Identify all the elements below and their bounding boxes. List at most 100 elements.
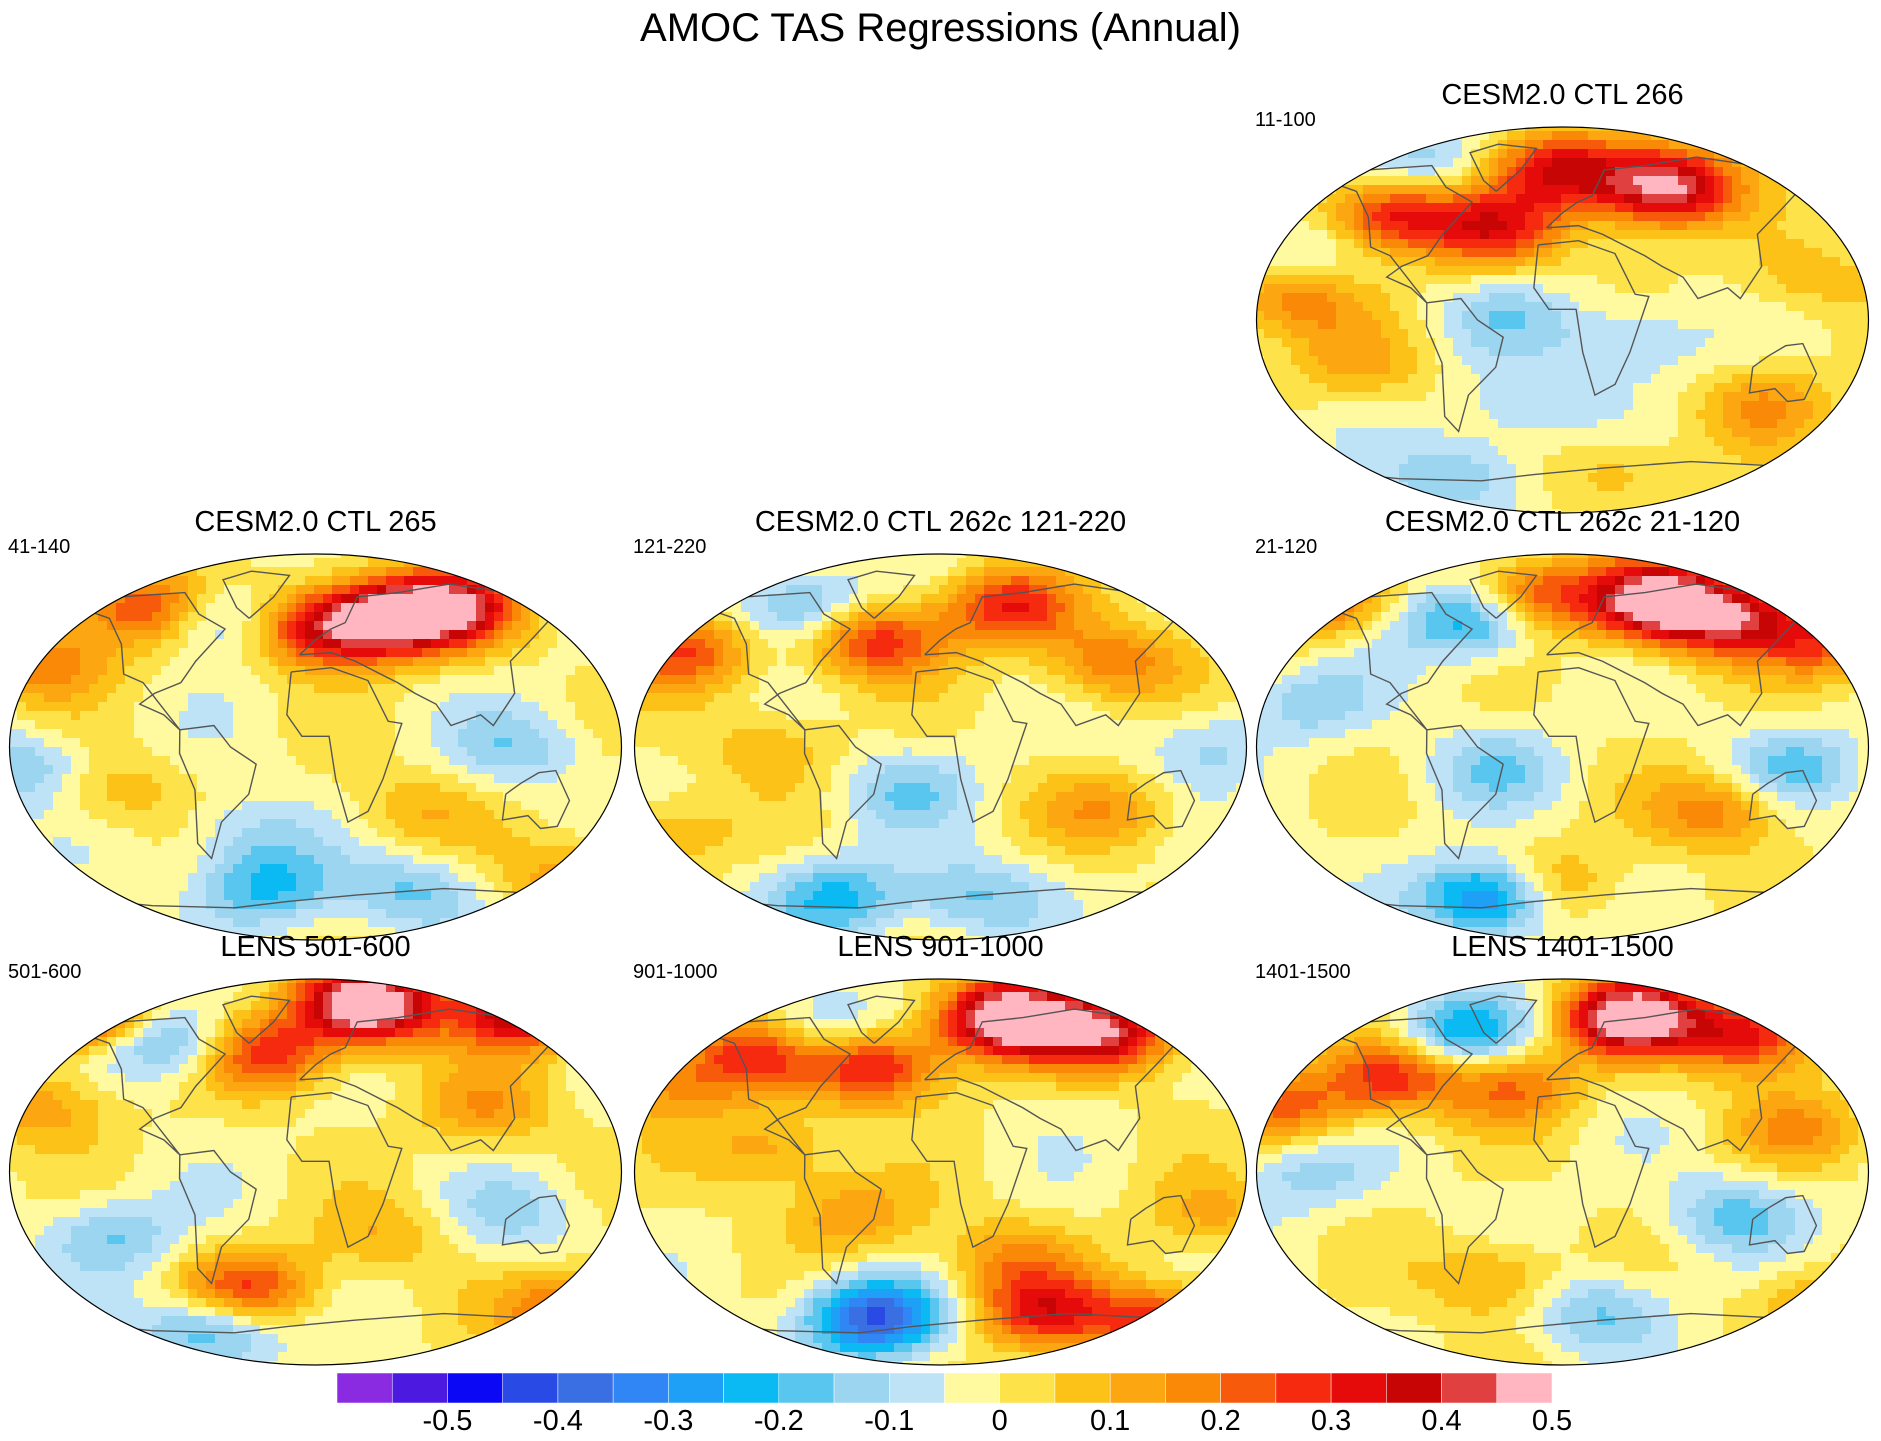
field-cell xyxy=(1750,383,1760,393)
field-cell xyxy=(80,756,90,766)
field-cell xyxy=(539,693,549,703)
field-cell xyxy=(1399,302,1409,312)
field-cell xyxy=(260,675,270,685)
field-cell xyxy=(323,657,333,667)
field-cell xyxy=(458,648,468,658)
field-cell xyxy=(584,738,594,748)
field-cell xyxy=(44,554,54,559)
field-cell xyxy=(1570,428,1580,438)
field-cell xyxy=(89,684,99,694)
field-cell xyxy=(1570,392,1580,402)
field-cell xyxy=(1570,473,1580,483)
field-cell xyxy=(188,612,198,622)
field-cell xyxy=(611,558,621,568)
field-cell xyxy=(215,576,225,586)
field-cell xyxy=(1507,212,1517,222)
field-cell xyxy=(314,594,324,604)
field-cell xyxy=(1264,221,1274,231)
field-cell xyxy=(1858,127,1868,132)
field-cell xyxy=(593,747,603,757)
field-cell xyxy=(359,648,369,658)
field-cell xyxy=(1417,482,1427,492)
field-cell xyxy=(431,756,441,766)
field-cell xyxy=(584,774,594,784)
field-cell xyxy=(1615,212,1625,222)
field-cell xyxy=(188,675,198,685)
field-cell xyxy=(1534,176,1544,186)
field-cell xyxy=(1417,203,1427,213)
field-cell xyxy=(260,594,270,604)
field-cell xyxy=(611,729,621,739)
field-cell xyxy=(1399,203,1409,213)
field-cell xyxy=(476,666,486,676)
field-cell xyxy=(1498,248,1508,258)
field-cell xyxy=(1273,437,1283,447)
field-cell xyxy=(1480,158,1490,168)
field-cell xyxy=(566,666,576,676)
field-cell xyxy=(1723,464,1733,474)
field-cell xyxy=(1480,131,1490,141)
field-cell xyxy=(1318,176,1328,186)
field-cell xyxy=(566,711,576,721)
field-cell xyxy=(251,774,261,784)
field-cell xyxy=(1561,266,1571,276)
field-cell xyxy=(107,738,117,748)
field-cell xyxy=(1273,293,1283,303)
field-cell xyxy=(1561,383,1571,393)
field-cell xyxy=(584,792,594,802)
field-cell xyxy=(458,666,468,676)
field-cell xyxy=(260,747,270,757)
field-cell xyxy=(1543,482,1553,492)
field-cell xyxy=(1489,410,1499,420)
field-cell xyxy=(1309,185,1319,195)
field-cell xyxy=(395,630,405,640)
field-cell xyxy=(278,567,288,577)
field-cell xyxy=(1660,230,1670,240)
field-cell xyxy=(17,711,27,721)
field-cell xyxy=(1543,437,1553,447)
field-cell xyxy=(62,756,72,766)
field-cell xyxy=(1543,221,1553,231)
field-cell xyxy=(1534,446,1544,456)
field-cell xyxy=(287,792,297,802)
field-cell xyxy=(566,621,576,631)
field-cell xyxy=(1336,185,1346,195)
field-cell xyxy=(1444,455,1454,465)
field-cell xyxy=(359,621,369,631)
field-cell xyxy=(1444,365,1454,375)
field-cell xyxy=(485,738,495,748)
field-cell xyxy=(1417,455,1427,465)
field-cell xyxy=(467,783,477,793)
field-cell xyxy=(71,792,81,802)
field-cell xyxy=(1840,221,1850,231)
field-cell xyxy=(1750,410,1760,420)
field-cell xyxy=(377,603,387,613)
field-cell xyxy=(278,576,288,586)
field-cell xyxy=(1256,257,1265,267)
field-cell xyxy=(449,648,459,658)
field-cell xyxy=(1840,473,1850,483)
field-cell xyxy=(1678,127,1688,132)
field-cell xyxy=(1804,248,1814,258)
field-cell xyxy=(1390,239,1400,249)
field-cell xyxy=(1768,257,1778,267)
field-cell xyxy=(1723,374,1733,384)
field-cell xyxy=(593,765,603,775)
field-cell xyxy=(9,801,18,811)
field-cell xyxy=(1462,329,1472,339)
field-cell xyxy=(1309,374,1319,384)
field-cell xyxy=(1759,482,1769,492)
field-cell xyxy=(44,756,54,766)
field-cell xyxy=(1336,158,1346,168)
field-cell xyxy=(386,554,396,559)
field-cell xyxy=(224,675,234,685)
field-cell xyxy=(1606,455,1616,465)
field-cell xyxy=(1678,185,1688,195)
field-cell xyxy=(1543,311,1553,321)
field-cell xyxy=(1417,428,1427,438)
field-cell xyxy=(1858,302,1868,312)
field-cell xyxy=(1750,266,1760,276)
field-cell xyxy=(368,675,378,685)
field-cell xyxy=(1669,392,1679,402)
field-cell xyxy=(1399,491,1409,501)
